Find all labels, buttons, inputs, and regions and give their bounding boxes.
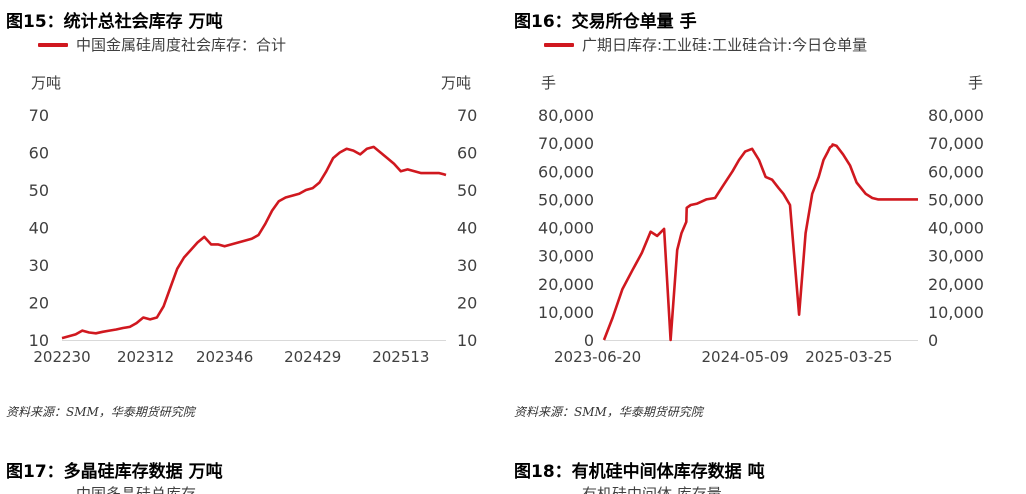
fig18-legend-clip: 有机硅中间体 库存量 bbox=[544, 483, 844, 494]
fig15-ytick-left: 70 bbox=[29, 106, 49, 125]
fig15-legend-label: 中国金属硅周度社会库存：合计 bbox=[76, 36, 287, 54]
fig18-legend-label: 有机硅中间体 库存量 bbox=[582, 485, 722, 494]
fig15-ytick-right: 50 bbox=[457, 181, 477, 200]
fig16-ytick-right: 80,000 bbox=[928, 106, 984, 125]
fig15-xtick: 202429 bbox=[284, 348, 341, 366]
fig15-ytick-left: 20 bbox=[29, 294, 49, 313]
fig17-legend-label: 中国多晶硅总库存 bbox=[76, 485, 197, 494]
fig15-xtick: 202513 bbox=[372, 348, 429, 366]
fig16-ytick-right: 0 bbox=[928, 331, 938, 350]
fig15-unit-right: 万吨 bbox=[441, 74, 472, 92]
fig16-ytick-left: 10,000 bbox=[538, 303, 594, 322]
fig18-title: 图18：有机硅中间体库存数据 吨 bbox=[514, 462, 765, 482]
fig15-title: 图15：统计总社会库存 万吨 bbox=[6, 12, 223, 32]
fig15-ytick-left: 40 bbox=[29, 219, 49, 238]
fig16-legend: 广期日库存:工业硅:工业硅合计:今日仓单量 bbox=[544, 34, 867, 55]
fig16-legend-swatch bbox=[544, 42, 574, 47]
fig16-chart: 0 0 10,000 10,000 20,000 20,000 30,000 30,000 40… bbox=[538, 106, 984, 366]
fig16-series-line bbox=[602, 143, 918, 342]
fig17-legend-clip: 中国多晶硅总库存 bbox=[38, 483, 338, 494]
fig15-ytick-right: 10 bbox=[457, 331, 477, 350]
fig16-ytick-right: 20,000 bbox=[928, 275, 984, 294]
fig15-legend: 中国金属硅周度社会库存：合计 bbox=[38, 34, 286, 55]
fig16-ytick-right: 50,000 bbox=[928, 190, 984, 209]
fig16-ytick-left: 70,000 bbox=[538, 134, 594, 153]
fig16-ytick-right: 70,000 bbox=[928, 134, 984, 153]
fig15-ytick-right: 60 bbox=[457, 144, 477, 163]
fig15-ytick-right: 70 bbox=[457, 106, 477, 125]
fig16-xtick: 2025-03-25 bbox=[805, 348, 892, 366]
fig15-source: 资料来源：SMM，华泰期货研究院 bbox=[6, 405, 195, 419]
fig16-title: 图16：交易所仓单量 手 bbox=[514, 12, 697, 32]
fig18-legend: 有机硅中间体 库存量 bbox=[544, 483, 722, 494]
fig15-ytick-right: 20 bbox=[457, 294, 477, 313]
fig16-ytick-left: 30,000 bbox=[538, 247, 594, 266]
fig16-ytick-right: 10,000 bbox=[928, 303, 984, 322]
fig16-source: 资料来源：SMM，华泰期货研究院 bbox=[514, 405, 703, 419]
fig15-chart: 10 10 20 20 30 30 40 40 50 50 60 60 70 70 202230 202312… bbox=[29, 106, 478, 366]
fig15-ytick-left: 30 bbox=[29, 256, 49, 275]
fig15-legend-swatch bbox=[38, 42, 68, 47]
fig16-legend-label: 广期日库存:工业硅:工业硅合计:今日仓单量 bbox=[582, 36, 868, 54]
fig16-unit-right: 手 bbox=[968, 74, 984, 92]
fig16-ytick-left: 0 bbox=[584, 331, 594, 350]
fig16-unit-left: 手 bbox=[541, 74, 557, 92]
fig16-ytick-left: 40,000 bbox=[538, 219, 594, 238]
fig15-ytick-left: 10 bbox=[29, 331, 49, 350]
fig17-title: 图17：多晶硅库存数据 万吨 bbox=[6, 462, 223, 482]
fig15-ytick-left: 50 bbox=[29, 181, 49, 200]
fig16-ytick-left: 50,000 bbox=[538, 190, 594, 209]
fig15-xtick: 202230 bbox=[33, 348, 90, 366]
fig16-ytick-right: 60,000 bbox=[928, 162, 984, 181]
fig17-legend: 中国多晶硅总库存 bbox=[38, 483, 196, 494]
fig16-ytick-left: 20,000 bbox=[538, 275, 594, 294]
fig16-ytick-right: 30,000 bbox=[928, 247, 984, 266]
fig15-xtick: 202312 bbox=[117, 348, 174, 366]
fig15-ytick-left: 60 bbox=[29, 144, 49, 163]
fig16-ytick-left: 80,000 bbox=[538, 106, 594, 125]
fig15-unit-left: 万吨 bbox=[31, 74, 62, 92]
fig15-ytick-right: 30 bbox=[457, 256, 477, 275]
fig15-xtick: 202346 bbox=[196, 348, 253, 366]
fig16-ytick-left: 60,000 bbox=[538, 162, 594, 181]
fig16-ytick-right: 40,000 bbox=[928, 219, 984, 238]
fig15-ytick-right: 40 bbox=[457, 219, 477, 238]
fig16-xtick: 2023-06-20 bbox=[554, 348, 641, 366]
fig16-xtick: 2024-05-09 bbox=[702, 348, 789, 366]
fig15-series-line bbox=[61, 145, 447, 340]
